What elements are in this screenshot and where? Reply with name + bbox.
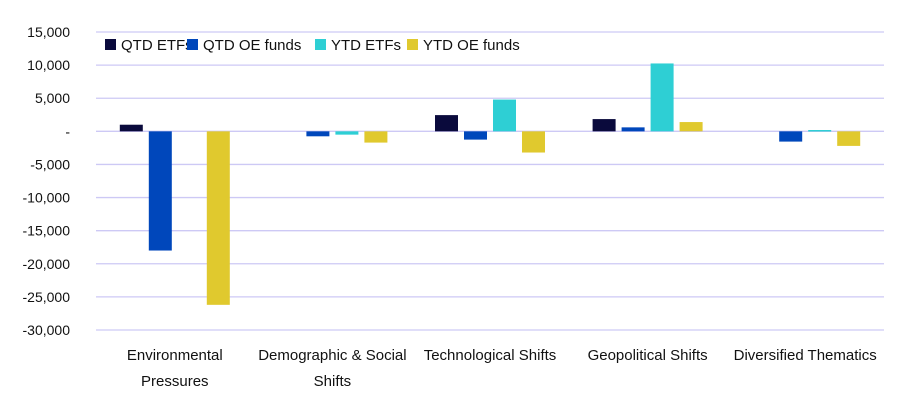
legend-swatch — [105, 39, 116, 50]
legend-label: YTD ETFs — [331, 37, 401, 54]
bar-qtd-oe-funds — [148, 131, 172, 251]
bar-ytd-oe-funds — [837, 131, 861, 146]
x-tick-label: Shifts — [314, 373, 352, 390]
y-tick-label: -10,000 — [23, 190, 71, 206]
x-tick-label: Demographic & Social — [258, 347, 406, 364]
bar-ytd-oe-funds — [364, 131, 388, 143]
x-tick-label: Pressures — [141, 373, 209, 390]
x-tick-label: Diversified Thematics — [734, 347, 877, 364]
bar-qtd-etfs — [435, 115, 458, 132]
x-tick-label: Geopolitical Shifts — [588, 347, 708, 364]
bar-qtd-oe-funds — [464, 131, 487, 140]
legend-label: YTD OE funds — [423, 37, 520, 54]
bar-qtd-oe-funds — [779, 131, 803, 142]
y-tick-label: -15,000 — [23, 223, 71, 239]
y-tick-label: 5,000 — [35, 90, 70, 106]
bar-ytd-etfs — [493, 99, 516, 132]
y-tick-label: -25,000 — [23, 289, 71, 305]
bar-ytd-etfs — [808, 130, 832, 132]
legend-label: QTD ETFs — [121, 37, 193, 54]
bar-ytd-etfs — [650, 63, 674, 132]
legend-swatch — [407, 39, 418, 50]
y-tick-label: 10,000 — [27, 57, 70, 73]
legend-swatch — [187, 39, 198, 50]
bar-qtd-oe-funds — [621, 127, 645, 132]
bar-qtd-oe-funds — [306, 131, 330, 137]
bar-ytd-etfs — [335, 131, 359, 135]
bar-ytd-oe-funds — [679, 122, 703, 132]
y-tick-label: -20,000 — [23, 256, 71, 272]
bar-qtd-etfs — [592, 119, 616, 132]
y-tick-label: -30,000 — [23, 322, 71, 338]
y-tick-label: 15,000 — [27, 24, 70, 40]
bar-ytd-oe-funds — [522, 131, 545, 153]
bar-ytd-oe-funds — [206, 131, 230, 305]
y-tick-label: - — [65, 123, 70, 139]
legend-label: QTD OE funds — [203, 37, 301, 54]
bar-qtd-etfs — [119, 124, 143, 132]
legend-swatch — [315, 39, 326, 50]
y-tick-label: -5,000 — [30, 156, 70, 172]
x-tick-label: Technological Shifts — [424, 347, 557, 364]
x-tick-label: Environmental — [127, 347, 223, 364]
